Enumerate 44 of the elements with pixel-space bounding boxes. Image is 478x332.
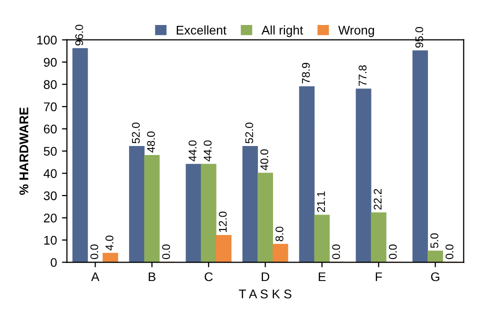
x-tick-label: B [148,272,156,282]
data-label: 22.2 [374,189,382,210]
data-label: 48.0 [147,132,155,152]
x-tick-label: G [431,272,440,282]
x-tick-label: E [318,272,326,282]
y-axis-title: % HARDWARE [20,107,28,195]
y-tick-label: 100 [37,36,57,44]
x-tick-label: C [204,272,213,282]
data-label: 21.1 [317,191,325,212]
data-label: 44.0 [204,140,212,162]
data-label: 77.8 [358,65,367,86]
y-tick-label: 90 [44,58,57,67]
data-label: 12.0 [218,212,227,232]
y-tick-label: 30 [44,191,57,200]
data-label: 78.9 [302,62,310,84]
y-tick-label: 70 [44,102,57,112]
legend-label: Excellent [176,25,226,35]
data-label: 4.0 [105,236,114,250]
legend-label: All right [262,25,304,38]
data-label: 0.0 [162,244,170,260]
x-tick-label: A [91,272,100,282]
data-label: 0.0 [332,244,340,260]
y-tick-label: 0 [50,258,57,267]
data-label: 5.0 [430,233,438,248]
y-tick-label: 40 [44,169,57,178]
data-label: 0.0 [446,244,454,260]
data-label: 0.0 [90,244,98,260]
x-tick-label: F [376,272,382,282]
data-label: 40.0 [260,149,268,170]
y-tick-label: 10 [44,236,57,245]
data-label: 96.0 [75,24,84,46]
y-tick-label: 20 [44,214,57,222]
data-label: 44.0 [188,140,196,162]
x-axis-title: T A S K S [238,290,292,298]
data-label: 95.0 [415,26,424,48]
data-label: 0.0 [388,244,397,260]
data-label: 52.0 [245,122,254,144]
legend-label: Wrong [338,26,374,38]
x-tick-label: D [262,272,270,282]
y-tick-label: 50 [44,146,57,156]
y-tick-label: 80 [44,80,57,89]
data-label: 52.0 [132,122,140,144]
y-tick-label: 60 [44,124,57,134]
data-label: 8.0 [276,226,284,242]
